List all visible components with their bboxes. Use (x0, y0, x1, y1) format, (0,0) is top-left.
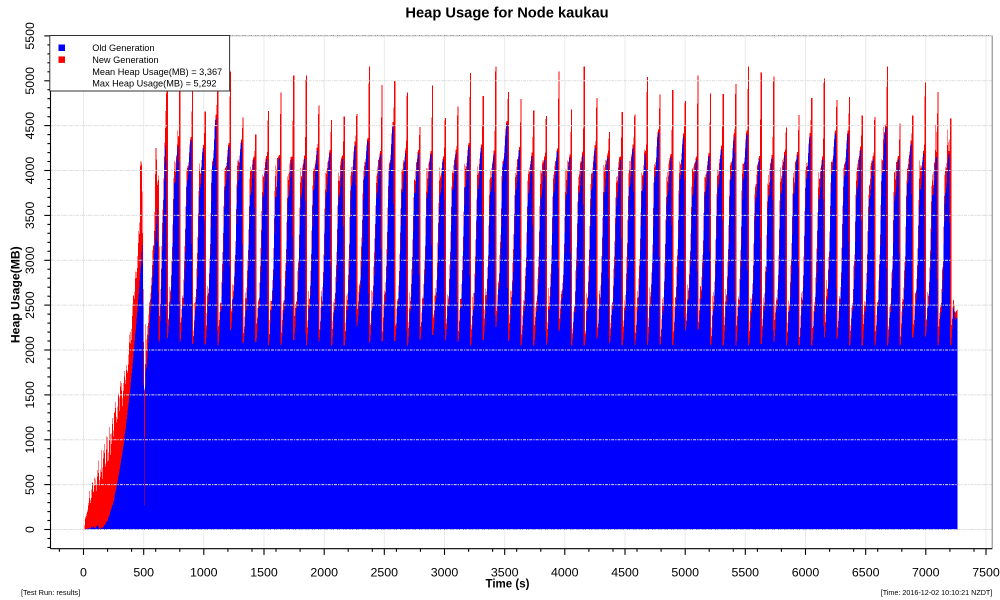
svg-text:3000: 3000 (23, 246, 37, 274)
svg-text:0: 0 (80, 565, 87, 579)
svg-text:1500: 1500 (250, 565, 278, 579)
svg-text:3500: 3500 (23, 202, 37, 230)
svg-text:2000: 2000 (23, 336, 37, 364)
svg-text:5000: 5000 (671, 565, 699, 579)
svg-text:5500: 5500 (732, 565, 760, 579)
svg-text:5000: 5000 (23, 67, 37, 95)
svg-text:Mean Heap Usage(MB) = 3,367: Mean Heap Usage(MB) = 3,367 (92, 67, 222, 77)
svg-text:7500: 7500 (972, 565, 1000, 579)
svg-text:New Generation: New Generation (92, 55, 158, 65)
svg-text:3000: 3000 (431, 565, 459, 579)
svg-text:Old Generation: Old Generation (92, 43, 154, 53)
svg-text:0: 0 (23, 526, 37, 533)
svg-text:1000: 1000 (23, 426, 37, 454)
svg-text:2000: 2000 (310, 565, 338, 579)
svg-text:2500: 2500 (371, 565, 399, 579)
svg-text:6500: 6500 (852, 565, 880, 579)
svg-text:[Test Run: results]: [Test Run: results] (21, 588, 80, 597)
svg-text:1500: 1500 (23, 381, 37, 409)
svg-text:6000: 6000 (792, 565, 820, 579)
svg-text:Heap Usage(MB): Heap Usage(MB) (9, 246, 23, 343)
svg-text:1000: 1000 (190, 565, 218, 579)
svg-text:4000: 4000 (23, 157, 37, 185)
svg-text:Time (s): Time (s) (486, 579, 530, 591)
svg-text:4500: 4500 (23, 112, 37, 140)
svg-text:[Time: 2016-12-02 10:10:21 NZD: [Time: 2016-12-02 10:10:21 NZDT] (881, 588, 993, 597)
svg-text:2500: 2500 (23, 291, 37, 319)
svg-text:Heap Usage for Node kaukau: Heap Usage for Node kaukau (405, 6, 608, 22)
svg-text:7000: 7000 (912, 565, 940, 579)
svg-text:4000: 4000 (551, 565, 579, 579)
svg-text:4500: 4500 (611, 565, 639, 579)
svg-text:Max Heap Usage(MB) = 5,292: Max Heap Usage(MB) = 5,292 (92, 78, 216, 88)
svg-text:500: 500 (133, 565, 154, 579)
svg-text:3500: 3500 (491, 565, 519, 579)
svg-text:500: 500 (23, 474, 37, 495)
svg-text:5500: 5500 (23, 22, 37, 50)
